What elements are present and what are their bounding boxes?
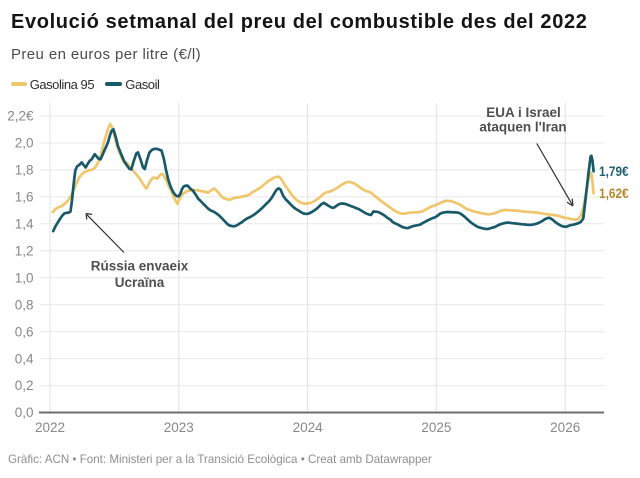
svg-text:0,2: 0,2: [15, 378, 34, 393]
svg-text:0,0: 0,0: [15, 405, 34, 420]
svg-text:2026: 2026: [550, 420, 580, 435]
svg-text:0,6: 0,6: [15, 324, 34, 339]
svg-text:ataquen l'Iran: ataquen l'Iran: [479, 120, 566, 135]
svg-text:Rússia envaeix: Rússia envaeix: [91, 259, 189, 274]
svg-text:Ucraïna: Ucraïna: [115, 275, 165, 290]
svg-text:2,0: 2,0: [15, 136, 34, 151]
svg-text:1,6: 1,6: [15, 190, 34, 205]
svg-text:0,4: 0,4: [15, 351, 34, 366]
svg-text:2,2€: 2,2€: [7, 109, 34, 124]
svg-text:1,8: 1,8: [15, 163, 34, 178]
svg-text:1,79€: 1,79€: [599, 164, 629, 179]
svg-text:0,8: 0,8: [15, 297, 34, 312]
svg-text:1,0: 1,0: [15, 270, 34, 285]
svg-text:1,2: 1,2: [15, 244, 34, 259]
svg-text:2023: 2023: [164, 420, 194, 435]
svg-text:1,4: 1,4: [15, 217, 34, 232]
svg-text:2022: 2022: [35, 420, 65, 435]
svg-text:2024: 2024: [293, 420, 324, 435]
svg-text:EUA i Israel: EUA i Israel: [486, 105, 561, 120]
svg-text:1,62€: 1,62€: [599, 186, 629, 201]
svg-text:2025: 2025: [421, 420, 451, 435]
